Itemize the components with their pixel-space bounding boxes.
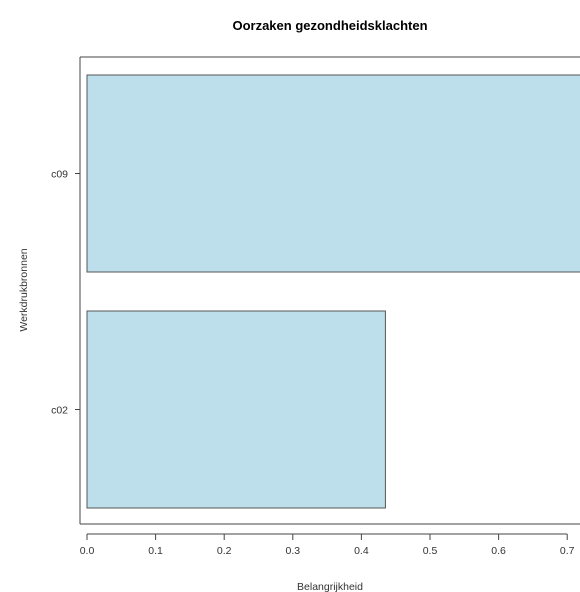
bar-group	[86, 74, 580, 509]
bar-c02	[86, 310, 386, 509]
x-tick-label-0.1: 0.1	[148, 545, 163, 557]
x-tick-label-0.7: 0.7	[560, 545, 575, 557]
y-tick-label-c09: c09	[51, 169, 68, 181]
plot-frame	[79, 56, 580, 525]
x-axis: 0.0 0.1 0.2 0.3 0.4 0.5 0.6 0.7	[80, 533, 575, 557]
y-tick-label-c02: c02	[51, 405, 68, 417]
x-tick-label-0.5: 0.5	[423, 545, 438, 557]
y-tick-labels: c09 c02	[51, 169, 80, 417]
bar-c09	[86, 74, 580, 273]
y-axis-label: Werkdrukbronnen	[18, 248, 30, 331]
x-tick-label-0.4: 0.4	[354, 545, 369, 557]
x-tick-label-0.2: 0.2	[217, 545, 232, 557]
chart-title: Oorzaken gezondheidsklachten	[232, 18, 427, 33]
x-tick-label-0.0: 0.0	[80, 545, 95, 557]
x-tick-label-0.6: 0.6	[491, 545, 506, 557]
x-axis-label: Belangrijkheid	[297, 581, 363, 592]
x-tick-label-0.3: 0.3	[285, 545, 300, 557]
